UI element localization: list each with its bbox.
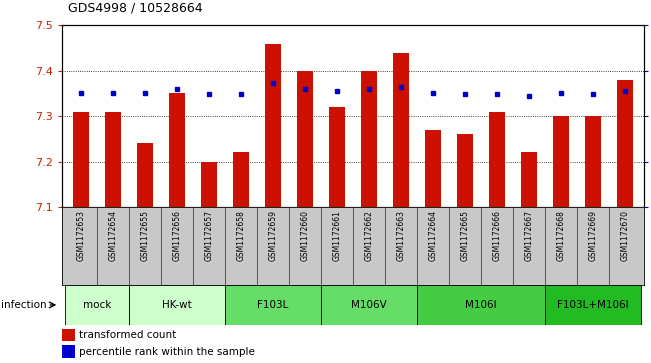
Bar: [62, 329, 75, 341]
Bar: [201, 162, 217, 207]
Bar: [137, 143, 153, 207]
Bar: [233, 152, 249, 207]
Text: GSM1172658: GSM1172658: [236, 210, 245, 261]
Text: GSM1172657: GSM1172657: [204, 210, 214, 261]
Text: GSM1172656: GSM1172656: [173, 210, 182, 261]
Bar: [546, 285, 641, 325]
Text: transformed count: transformed count: [79, 330, 176, 340]
Text: M106I: M106I: [465, 300, 497, 310]
Bar: [329, 107, 345, 207]
Text: GSM1172655: GSM1172655: [141, 210, 150, 261]
Text: GSM1172664: GSM1172664: [429, 210, 437, 261]
Bar: [297, 71, 313, 207]
Bar: [585, 116, 602, 207]
Text: GSM1172666: GSM1172666: [493, 210, 502, 261]
Bar: [425, 130, 441, 207]
Bar: [361, 71, 377, 207]
Bar: [417, 285, 546, 325]
Text: F103L+M106I: F103L+M106I: [557, 300, 629, 310]
Bar: [553, 116, 569, 207]
Bar: [457, 134, 473, 207]
Text: GSM1172654: GSM1172654: [109, 210, 118, 261]
Bar: [129, 285, 225, 325]
Bar: [489, 112, 505, 207]
Bar: [105, 112, 121, 207]
Text: GSM1172660: GSM1172660: [301, 210, 310, 261]
Bar: [65, 285, 129, 325]
Text: infection: infection: [1, 300, 47, 310]
Text: mock: mock: [83, 300, 111, 310]
Text: GSM1172668: GSM1172668: [557, 210, 566, 261]
Bar: [225, 285, 321, 325]
Text: percentile rank within the sample: percentile rank within the sample: [79, 347, 255, 356]
Bar: [617, 80, 633, 207]
Text: GSM1172665: GSM1172665: [461, 210, 470, 261]
Text: F103L: F103L: [257, 300, 289, 310]
Text: GSM1172662: GSM1172662: [365, 210, 374, 261]
Text: GSM1172670: GSM1172670: [621, 210, 630, 261]
Text: GSM1172669: GSM1172669: [589, 210, 598, 261]
Bar: [521, 152, 537, 207]
Bar: [73, 112, 89, 207]
Text: M106V: M106V: [352, 300, 387, 310]
Bar: [265, 44, 281, 207]
Text: GSM1172663: GSM1172663: [396, 210, 406, 261]
Text: HK-wt: HK-wt: [162, 300, 192, 310]
Text: GDS4998 / 10528664: GDS4998 / 10528664: [68, 1, 203, 15]
Text: GSM1172653: GSM1172653: [77, 210, 85, 261]
Bar: [321, 285, 417, 325]
Bar: [62, 345, 75, 358]
Text: GSM1172667: GSM1172667: [525, 210, 534, 261]
Bar: [169, 93, 185, 207]
Text: GSM1172661: GSM1172661: [333, 210, 342, 261]
Text: GSM1172659: GSM1172659: [269, 210, 277, 261]
Bar: [393, 53, 409, 207]
